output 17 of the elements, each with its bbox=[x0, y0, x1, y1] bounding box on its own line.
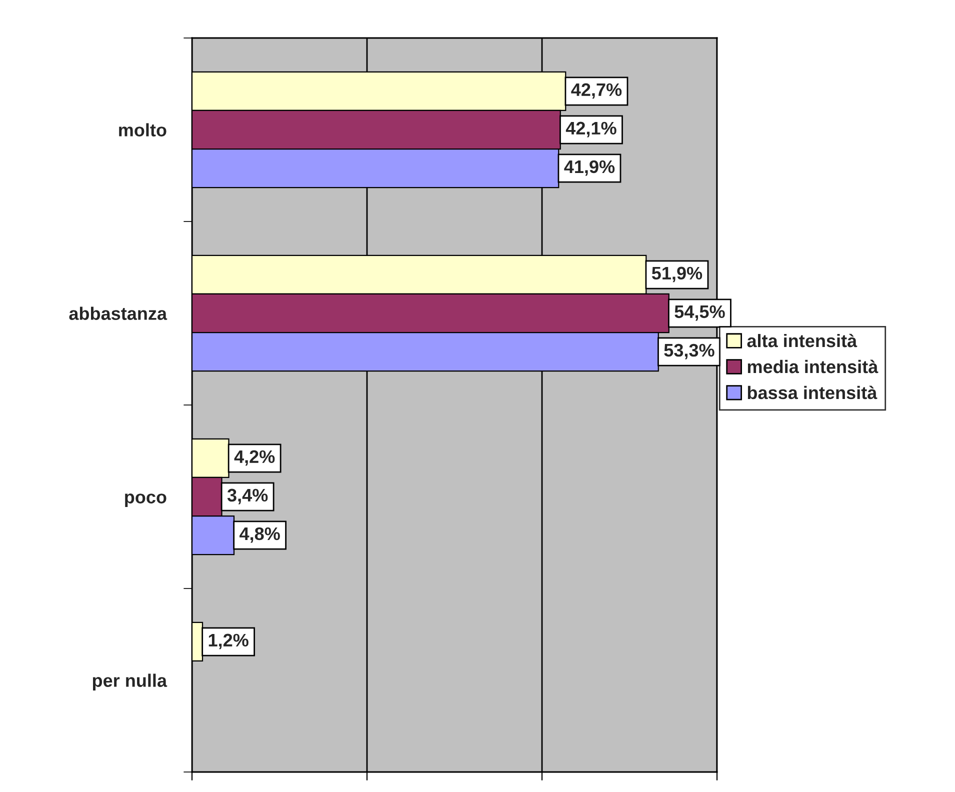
data-label: 53,3% bbox=[664, 344, 714, 360]
data-label: 51,9% bbox=[652, 266, 702, 282]
data-label: 1,2% bbox=[208, 634, 248, 650]
legend-label: bassa intensità bbox=[748, 386, 878, 400]
data-label: 3,4% bbox=[227, 488, 268, 504]
y-tick-label: molto bbox=[119, 123, 166, 136]
data-label: 42,7% bbox=[571, 83, 622, 99]
data-label: 42,1% bbox=[566, 122, 616, 138]
data-label: 4,2% bbox=[234, 450, 275, 466]
legend-label: media intensità bbox=[748, 360, 878, 374]
y-tick-label: poco bbox=[125, 494, 166, 508]
data-label: 41,9% bbox=[564, 160, 615, 176]
legend-label: alta intensità bbox=[747, 334, 858, 348]
data-label: 54,5% bbox=[674, 305, 725, 321]
y-tick-label: abbastanza bbox=[69, 306, 168, 320]
data-label: 4,8% bbox=[240, 527, 280, 543]
y-tick-label: per nulla bbox=[92, 674, 168, 691]
